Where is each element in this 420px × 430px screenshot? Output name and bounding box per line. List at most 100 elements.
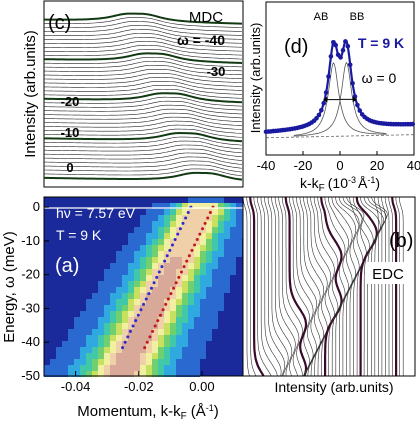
heatmap-cell (170, 245, 176, 251)
edc-curve (328, 196, 349, 376)
panel-d-fit: (d) AB BB T = 9 K ω = 0 Intensity (arb.u… (248, 1, 420, 194)
y-tick-label: -20 (21, 267, 40, 282)
mdc-curve (43, 132, 243, 143)
heatmap-cell (194, 287, 200, 293)
heatmap-cell (206, 293, 212, 299)
heatmap-cell (170, 275, 176, 281)
heatmap-cell (158, 221, 164, 227)
heatmap-cell (182, 293, 188, 299)
heatmap-cell (170, 305, 176, 311)
mdc-curve (43, 25, 243, 36)
heatmap-cell (200, 287, 206, 293)
panel-b-edc-box (366, 262, 410, 284)
heatmap-cell (206, 245, 212, 251)
heatmap-cell (152, 365, 158, 371)
heatmap-cell (128, 245, 134, 251)
mdc-curve (43, 84, 243, 95)
heatmap-cell (146, 293, 152, 299)
heatmap-cell (182, 227, 188, 233)
heatmap-cell (134, 245, 140, 251)
heatmap-cell (182, 335, 188, 341)
heatmap-cell (158, 359, 164, 365)
heatmap-cell (206, 299, 212, 305)
heatmap-cell (122, 353, 128, 359)
heatmap-cell (140, 245, 146, 251)
edc-curve (281, 196, 303, 376)
mdc-data-point (345, 43, 351, 49)
heatmap-cell (128, 263, 134, 269)
heatmap-cell (164, 329, 170, 335)
panel-d-ylabel: Intensity (arb.units) (248, 23, 263, 134)
heatmap-cell (68, 353, 74, 359)
heatmap-cell (140, 239, 146, 245)
heatmap-cell (176, 227, 182, 233)
mdc-curve (43, 164, 243, 173)
edc-curve (249, 196, 265, 377)
heatmap-cell (86, 341, 92, 347)
heatmap-cell (134, 251, 140, 257)
heatmap-cell (122, 335, 128, 341)
mdc-curve (43, 73, 243, 83)
heatmap-cell (140, 329, 146, 335)
band-dispersion-point (184, 216, 188, 220)
edc-curve (335, 196, 357, 376)
heatmap-cell (218, 239, 224, 245)
heatmap-cell (164, 293, 170, 299)
heatmap-cell (128, 293, 134, 299)
mdc-curve (43, 171, 243, 181)
heatmap-cell (218, 263, 224, 269)
mdc-curve (43, 61, 243, 72)
heatmap-cell (110, 311, 116, 317)
heatmap-cell (146, 347, 152, 353)
heatmap-cell (92, 365, 98, 371)
heatmap-cell (80, 311, 86, 317)
heatmap-cell (158, 281, 164, 287)
mdc-curve (43, 156, 243, 165)
band-dispersion-point (200, 227, 204, 231)
heatmap-cell (158, 239, 164, 245)
heatmap-cell (104, 359, 110, 365)
band-dispersion-point (164, 302, 168, 306)
heatmap-cell (194, 329, 200, 335)
y-tick-label: -50 (21, 368, 40, 383)
heatmap-cell (182, 323, 188, 329)
heatmap-cell (164, 299, 170, 305)
heatmap-cell (170, 341, 176, 347)
heatmap-cell (146, 353, 152, 359)
heatmap-cell (98, 323, 104, 329)
heatmap-cell (140, 275, 146, 281)
heatmap-cell (140, 287, 146, 293)
heatmap-cell (176, 341, 182, 347)
heatmap-cell (188, 365, 194, 371)
heatmap-cell (188, 221, 194, 227)
mdc-curve (43, 37, 243, 48)
edc-curve (352, 196, 374, 376)
panel-d-plot (263, 39, 416, 139)
heatmap-cell (164, 287, 170, 293)
heatmap-cell (86, 311, 92, 317)
heatmap-cell (86, 323, 92, 329)
heatmap-cell (104, 269, 110, 275)
heatmap-cell (98, 335, 104, 341)
fwhm-arrowhead (352, 96, 357, 103)
panel-a-xlabel: Momentum, k-kF (Å-1) (77, 403, 218, 422)
heatmap-cell (230, 239, 236, 245)
mdc-curve (43, 124, 243, 134)
heatmap-cell (212, 233, 218, 239)
heatmap-cell (218, 233, 224, 239)
x-tick-label: -0.02 (124, 379, 154, 394)
heatmap-cell (188, 347, 194, 353)
heatmap-cell (134, 269, 140, 275)
edc-curve (384, 196, 390, 376)
heatmap-cell (224, 287, 230, 293)
heatmap-cell (86, 353, 92, 359)
panel-c-omega-tick-4: 0 (66, 160, 73, 175)
mdc-curve (43, 80, 243, 91)
heatmap-cell (68, 371, 74, 377)
heatmap-cell (116, 353, 122, 359)
heatmap-cell (122, 365, 128, 371)
edc-curve (253, 196, 272, 377)
heatmap-cell (188, 245, 194, 251)
heatmap-cell (170, 335, 176, 341)
heatmap-cell (152, 287, 158, 293)
